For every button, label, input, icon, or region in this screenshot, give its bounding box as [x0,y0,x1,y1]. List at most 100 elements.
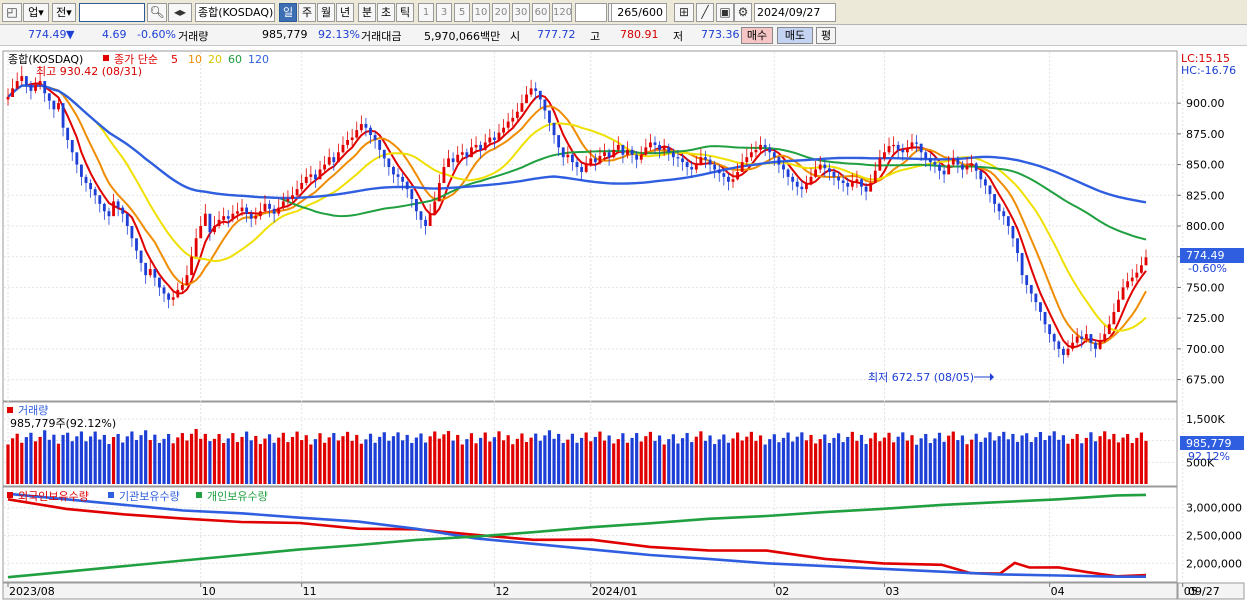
volume-bar [157,442,162,484]
candle-body [1029,284,1033,294]
candle-body [837,176,840,181]
interval-custom-input[interactable] [575,3,607,22]
count-input[interactable]: 265/600 [611,3,667,22]
interval-10[interactable]: 10 [472,3,490,22]
candle-body [378,140,382,150]
open-value: 777.72 [537,28,576,41]
candle-body [717,169,721,174]
candle-body [460,152,464,155]
volume-bar [501,440,506,484]
period-month-tab[interactable]: 월 [317,3,335,22]
candle-body [231,213,235,219]
period-day-tab[interactable]: 일 [279,3,297,22]
volume-value: 985,779 [262,28,308,41]
candle-body [309,174,313,177]
candle-body [961,164,964,170]
period-minute-tab[interactable]: 분 [358,3,376,22]
volume-badge-pct: 92.12% [1188,450,1230,463]
prev-button[interactable]: 전▾ [52,3,76,22]
candle-body [93,189,97,196]
investor-tick-label: 2,500,000 [1186,530,1242,543]
month-label: 12 [495,585,509,598]
candle-body [148,269,152,276]
period-second-tab[interactable]: 초 [377,3,395,22]
volume-bar [75,436,79,484]
draw-tool-icon[interactable]: ╱ [696,3,714,22]
candle-body [203,213,207,226]
candle-body [846,183,850,187]
volume-bar [387,440,391,484]
month-label: 03 [885,585,899,598]
interval-5[interactable]: 5 [454,3,470,22]
speaker-icon[interactable]: ◂▸ [168,3,192,22]
layout-icon[interactable]: ◰ [2,3,22,22]
volume-bar [1034,437,1038,484]
candle-body [827,168,831,172]
volume-bar [974,433,978,484]
volume-bar [850,431,854,484]
candle-body [1121,287,1125,300]
volume-bar [846,436,850,484]
interval-1[interactable]: 1 [418,3,434,22]
buy-button[interactable]: 매수 [741,27,773,44]
down-arrow-icon: ▼ [66,28,75,41]
candle-body [135,238,138,251]
candle-body [809,176,813,185]
interval-60-label: 60 [534,7,548,18]
volume-bar [1025,433,1029,484]
date-corner-frame [1177,582,1245,600]
candle-body [502,127,505,133]
volume-bar [194,428,198,484]
interval-120[interactable]: 120 [552,3,572,22]
candle-body [1043,312,1047,325]
gear-icon[interactable]: ⚙ [734,3,752,22]
sell-button[interactable]: 매도 [777,27,813,44]
volume-bar [887,432,891,484]
candle-body [355,130,359,138]
eval-button[interactable]: 평 [816,27,836,44]
candle-body [786,169,790,177]
volume-bar [364,439,368,484]
candle-body [974,163,978,171]
investor-line-individual [7,493,1147,579]
candle-body [589,158,593,165]
interval-60[interactable]: 60 [532,3,550,22]
volume-bar [332,433,336,484]
search-icon[interactable]: 🔍︎ [147,3,167,22]
candle-body [1052,334,1056,342]
volume-bar [740,440,744,484]
volume-bar [869,438,873,484]
volume-bar [102,434,106,484]
save-icon[interactable]: ▣ [716,3,734,22]
volume-badge [1180,436,1244,450]
high-value: 780.91 [620,28,659,41]
volume-bar [791,441,795,484]
interval-20[interactable]: 20 [492,3,510,22]
volume-bar [1135,437,1139,484]
candle-body [759,144,762,150]
candle-body [102,203,106,212]
stock-chart[interactable]: 900.00875.00850.00825.00800.00775.00750.… [0,46,1247,601]
code-input[interactable]: 101 [79,3,145,22]
candle-body [323,164,327,170]
interval-3[interactable]: 3 [436,3,452,22]
period-year-tab[interactable]: 년 [336,3,354,22]
volume-bar [593,436,597,484]
indicator-icon[interactable]: ⊞ [674,3,694,22]
volume-bar [731,438,735,484]
candle-body [603,152,606,156]
candle-body [1130,277,1134,282]
investor-swatch-foreign [7,492,13,498]
market-select[interactable]: 업▾ [23,3,49,22]
volume-bar [781,437,786,484]
interval-30[interactable]: 30 [512,3,530,22]
date-input[interactable]: 2024/09/27 [754,3,836,22]
volume-bar [423,442,428,484]
volume-bar [506,435,510,484]
period-week-tab[interactable]: 주 [298,3,316,22]
candle-body [263,203,267,212]
period-tick-tab[interactable]: 틱 [396,3,414,22]
interval-10-label: 10 [474,7,488,18]
volume-bar [758,435,763,484]
amount-value: 5,970,066백만 [424,30,501,43]
